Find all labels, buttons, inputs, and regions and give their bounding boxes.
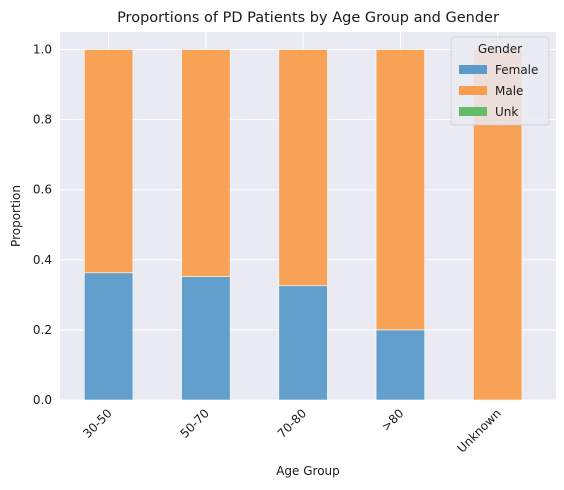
bar-female->80 xyxy=(375,329,426,401)
legend-swatch-unk xyxy=(459,107,487,116)
legend-title: Gender xyxy=(478,42,522,56)
y-axis-label: Proportion xyxy=(9,185,23,247)
x-tick-label: >80 xyxy=(379,406,407,434)
y-tick-label: 1.0 xyxy=(33,43,52,57)
y-tick-label: 0.0 xyxy=(33,393,52,407)
x-tick-label: 50-70 xyxy=(177,406,212,441)
y-tick-label: 0.4 xyxy=(33,253,52,267)
bar-male-70-80 xyxy=(278,49,328,287)
x-tick-label: 70-80 xyxy=(275,406,310,441)
x-tick-label: 30-50 xyxy=(80,406,115,441)
x-axis-label: Age Group xyxy=(276,464,340,478)
legend-swatch-female xyxy=(459,65,487,74)
bar-male-30-50 xyxy=(84,49,134,274)
legend-label-female: Female xyxy=(495,63,538,77)
y-tick-label: 0.6 xyxy=(33,183,52,197)
legend-label-unk: Unk xyxy=(495,105,518,119)
legend-swatch-male xyxy=(459,86,487,95)
legend: Gender Female Male Unk xyxy=(450,36,550,126)
x-ticks: 30-50 50-70 70-80 >80 Unknown xyxy=(80,406,504,455)
bars xyxy=(84,49,523,401)
y-tick-label: 0.8 xyxy=(33,113,52,127)
bar-female-70-80 xyxy=(278,285,328,401)
y-ticks: 0.0 0.2 0.4 0.6 0.8 1.0 xyxy=(33,43,52,407)
bar-female-50-70 xyxy=(181,276,231,401)
legend-box xyxy=(450,36,550,126)
x-tick-label: Unknown xyxy=(454,406,503,455)
y-tick-label: 0.2 xyxy=(33,323,52,337)
bar-female-30-50 xyxy=(84,272,134,401)
legend-label-male: Male xyxy=(495,84,523,98)
bar-male-50-70 xyxy=(181,49,231,277)
bar-male->80 xyxy=(375,49,426,331)
chart-title: Proportions of PD Patients by Age Group … xyxy=(117,10,499,26)
